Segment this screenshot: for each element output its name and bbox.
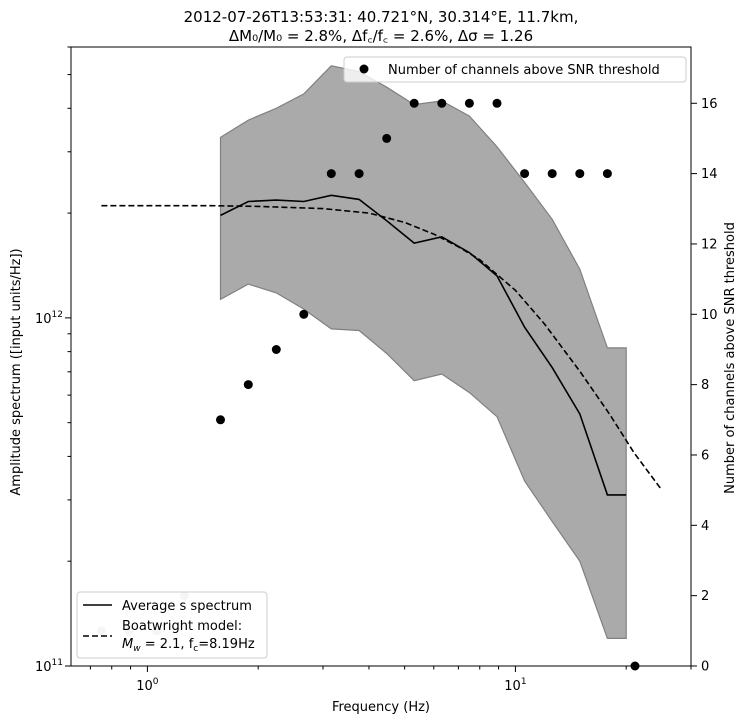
x-axis-label: Frequency (Hz)	[332, 700, 430, 715]
svg-text:100: 100	[136, 677, 159, 694]
spectrum-lines-layer	[101, 194, 663, 496]
y-right-tick-label: 14	[701, 167, 718, 182]
snr-point	[271, 345, 281, 354]
y-right-tick-label: 0	[701, 660, 709, 675]
y-right-tick-label: 12	[701, 237, 718, 252]
y-right-tick-label: 4	[701, 519, 709, 534]
snr-point	[216, 415, 225, 425]
legend-spectra-box	[76, 591, 268, 659]
y-right-tick-label: 2	[701, 589, 709, 604]
snr-point	[382, 133, 392, 143]
axis-ticks-layer	[65, 46, 697, 672]
snr-point	[326, 169, 336, 179]
svg-text:101: 101	[504, 677, 526, 694]
average-spectrum-line	[220, 194, 627, 496]
legend-snr-marker	[359, 64, 369, 74]
legend-snr: Number of channels above SNR threshold	[343, 56, 687, 83]
legend-snr-box	[343, 56, 687, 83]
snr-point	[547, 169, 557, 179]
y-right-tick-label: 10	[701, 308, 718, 323]
plot-area	[96, 65, 663, 671]
snr-point	[354, 169, 364, 179]
plot-frame	[70, 46, 692, 667]
snr-point	[492, 98, 502, 108]
legend-average-text: Average s spectrum	[122, 599, 252, 614]
boatwright-model-line	[101, 204, 663, 491]
y-right-tick-label: 16	[701, 97, 718, 112]
svg-text:1012: 1012	[35, 310, 63, 327]
y-right-axis-label: Number of channels above SNR threshold	[723, 222, 738, 494]
y-right-tick-labels: 0 2 4 6 8 10 12 14 16	[701, 97, 718, 675]
y-right-tick-label: 8	[701, 378, 709, 393]
y-left-axis-label: Amplitude spectrum ([input units/Hz])	[9, 248, 24, 495]
chart-title-line-1: 2012-07-26T13:53:31: 40.721°N, 30.314°E,…	[184, 8, 579, 26]
x-tick-label-1: 100	[136, 677, 159, 694]
y-left-tick-label-1e11: 1011	[35, 658, 63, 675]
snr-point	[243, 380, 253, 390]
legend-model-text-1: Boatwright model:	[122, 619, 242, 634]
chart-title-line-2: ΔM₀/M₀ = 2.8%, Δf꜀/f꜀ = 2.6%, Δσ = 1.26	[229, 27, 533, 45]
snr-point	[437, 98, 447, 108]
snr-point	[464, 98, 474, 108]
legend-spectra: Average s spectrum Boatwright model: Mw …	[76, 591, 268, 659]
y-left-tick-label-1e12: 1012	[35, 310, 63, 327]
y-right-tick-label: 6	[701, 448, 709, 463]
x-tick-label-10: 101	[504, 677, 526, 694]
legend-model-text-2: Mw = 2.1, fc=8.19Hz	[122, 637, 255, 654]
snr-point	[409, 98, 419, 108]
snr-point	[575, 169, 585, 179]
snr-point	[520, 169, 530, 179]
snr-point	[602, 169, 612, 179]
legend-snr-text: Number of channels above SNR threshold	[388, 63, 660, 78]
snr-point	[299, 309, 309, 319]
svg-text:1011: 1011	[35, 658, 63, 675]
